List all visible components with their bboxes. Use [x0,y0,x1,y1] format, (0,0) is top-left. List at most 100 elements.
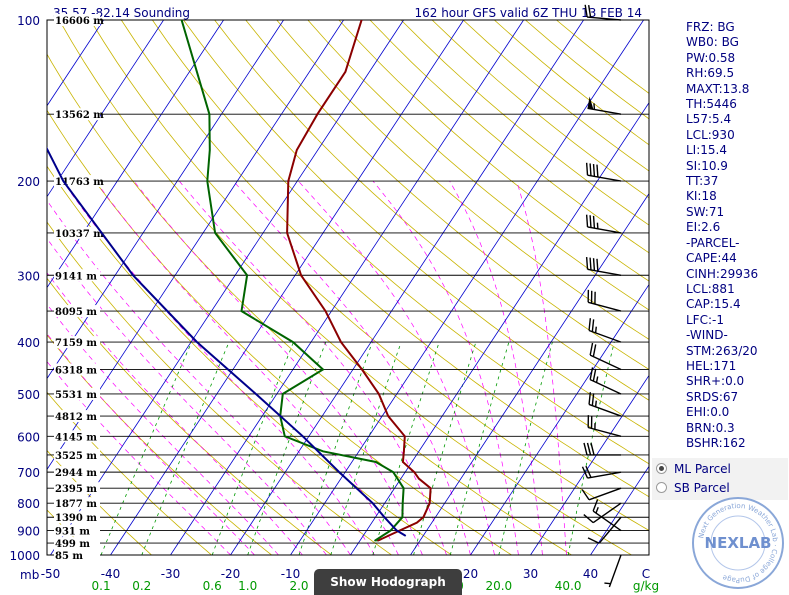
height-label-bg [54,336,100,349]
logo-center-text: NEXLAB [705,534,772,552]
wind-barb [588,392,622,417]
wind-barb-staff [587,471,622,479]
height-label-bg [54,524,100,537]
temperature-point [287,180,290,182]
temperature-point [404,435,406,438]
height-label: 4812 m [55,412,97,423]
temperature-point [387,415,389,417]
sidebar-index-item: PW:0.58 [686,50,736,65]
dewpoint-point [401,516,404,519]
height-label: 499 m [55,539,90,550]
height-label-bg [54,430,100,443]
temperature-point [344,71,347,73]
pressure-tick-label: 100 [17,14,40,28]
wind-barb-pennant [587,96,594,110]
mixing-ratio-line [449,341,510,555]
temperature-tick-label: 20 [463,567,478,581]
pressure-tick-label: 600 [17,430,40,444]
dewpoint-point [389,529,392,532]
sidebar-index-item: FRZ: BG [686,20,735,34]
temperature-point [413,471,415,473]
wind-barb-full-flag [587,537,600,544]
isotherm-line [110,20,464,555]
sidebar-index-item: BSHR:162 [686,435,746,450]
mixing-ratio-label: 0.6 [203,579,222,593]
dry-adiabat-line [89,20,649,531]
parcel-point [15,80,17,82]
wind-barb-full-flag [596,164,599,178]
wind-barb [581,465,622,479]
temperature-point [428,502,431,504]
sidebar-index-item: WB0: BG [686,35,739,50]
wind-barb-staff [587,268,622,276]
pressure-tick-label: 500 [17,388,40,402]
pressure-tick-label: 700 [17,466,40,480]
parcel-trace [47,146,406,537]
dewpoint-point [240,310,243,312]
wind-barb [589,342,622,371]
parcel-point [62,180,65,182]
wind-barb-full-flag [592,258,596,271]
wind-barb [592,499,622,532]
sidebar-index-item: EI:2.6 [686,220,721,235]
dewpoint-point [214,232,216,234]
sidebar-index-item: TH:5446 [686,97,737,112]
sidebar-index-item: LFC:-1 [686,312,724,327]
height-label: 5531 m [55,390,97,401]
temperature-point [340,341,342,343]
mixing-ratio-label: 1.0 [238,579,257,593]
dewpoint-point [374,539,376,542]
wind-barb-staff [592,510,622,532]
parcel-point [196,341,198,343]
wind-barb-staff [598,516,622,544]
wind-barb-full-flag [589,163,592,176]
parcel-point [132,274,134,277]
wind-barb-full-flag [589,367,594,380]
temperature-tick-label: -40 [101,567,121,581]
height-label: 3525 m [55,451,97,462]
height-label: 7159 m [55,338,97,349]
sidebar-index-item: CAP:15.4 [686,297,741,312]
sb-parcel-radio[interactable]: SB Parcel [656,479,730,497]
temperature-tick-label: -50 [41,567,61,581]
show-hodograph-button[interactable]: Show Hodograph [314,569,462,595]
sidebar-index-item: LCL:881 [686,281,735,296]
temperature-point [286,232,288,234]
sidebar-index-item: CINH:29936 [686,266,759,281]
temperature-unit-label: C [642,567,650,581]
wind-barb [585,256,622,276]
dewpoint-point [375,461,377,463]
sidebar-index-item: TT:37 [686,174,719,189]
wind-barb-full-flag [591,319,595,332]
wind-barb-staff [587,301,622,312]
logo-inner-ring [710,515,766,571]
wind-barb-full-flag [581,489,590,501]
height-label: 16606 m [55,16,104,27]
mixing-ratio-label: 0.1 [92,579,111,593]
temperature-point [429,487,432,489]
wind-barb-full-flag [590,442,595,456]
dewpoint-point [401,502,404,504]
wind-barb-full-flag [583,514,594,524]
height-label-bg [54,549,100,561]
ml-parcel-radio[interactable]: ML Parcel [656,460,731,478]
wind-barb [581,487,622,501]
wind-barb-staff [587,174,622,182]
pressure-unit-label: mb [20,568,39,582]
wind-barb-full-flag [591,393,595,406]
temperature-point [377,539,379,542]
height-label: 13562 m [55,110,104,121]
dewpoint-point [402,487,405,489]
sidebar-index-item: BRN:0.3 [686,420,735,435]
dry-adiabat-line [47,277,332,555]
height-label-bg [54,482,100,495]
parcel-point [302,435,304,438]
wind-barb-full-flag [589,342,594,356]
dewpoint-point [292,341,294,343]
height-label-bg [54,410,100,423]
height-label: 6318 m [55,365,97,376]
pressure-tick-label: 800 [17,497,40,511]
height-label-bg [54,497,100,510]
sidebar-index-item: HEL:171 [686,358,737,373]
